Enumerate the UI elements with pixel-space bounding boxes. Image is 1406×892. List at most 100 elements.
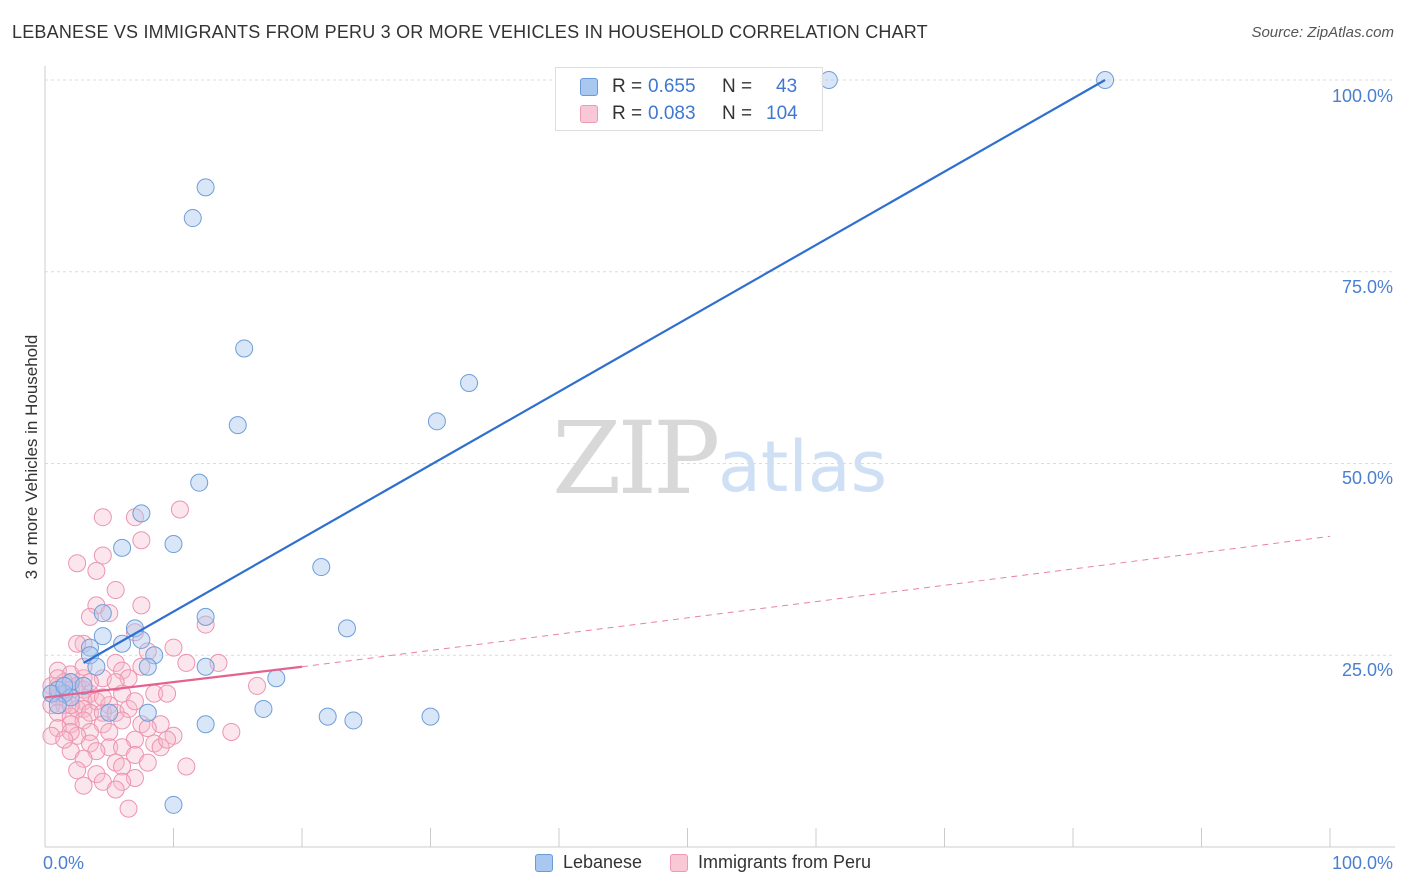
lebanese-point	[100, 703, 119, 722]
peru-point	[74, 749, 93, 768]
peru-trend-extension	[301, 535, 1331, 668]
lebanese-point	[196, 178, 215, 197]
legend-n-label: N =	[722, 76, 753, 97]
peru-point	[222, 722, 241, 741]
peru-point	[74, 776, 93, 795]
peru-point	[106, 673, 125, 692]
lebanese-point	[318, 707, 337, 726]
legend-item-peru[interactable]: Immigrants from Peru	[670, 852, 871, 873]
peru-swatch	[580, 105, 598, 123]
lebanese-point	[183, 209, 202, 228]
peru-point	[113, 661, 132, 680]
peru-point	[177, 757, 196, 776]
legend-r-value: 0.083	[648, 103, 696, 124]
peru-point	[106, 581, 125, 600]
lebanese-point	[74, 676, 93, 695]
peru-point	[113, 772, 132, 791]
peru-swatch	[670, 853, 689, 872]
y-tick-label: 100.0%	[1331, 86, 1393, 106]
stats-legend: R = 0.655 N = 43 R = 0.083 N = 104	[555, 67, 823, 131]
x-tick-label-min: 0.0%	[43, 853, 85, 873]
lebanese-point	[190, 473, 209, 492]
peru-point	[158, 684, 177, 703]
y-tick-label: 75.0%	[1341, 277, 1393, 297]
peru-point	[138, 719, 157, 738]
lebanese-point	[87, 657, 106, 676]
lebanese-swatch	[580, 78, 598, 96]
lebanese-point	[113, 538, 132, 557]
lebanese-point	[427, 412, 446, 431]
peru-point	[74, 657, 93, 676]
legend-r-label: R =	[612, 103, 643, 124]
peru-point	[132, 531, 151, 550]
peru-trend-line	[44, 665, 303, 699]
lebanese-point	[138, 703, 157, 722]
peru-point	[61, 722, 80, 741]
legend-n-value: 43	[776, 76, 798, 97]
series-legend: Lebanese Immigrants from Peru	[0, 852, 1406, 873]
y-tick-label: 25.0%	[1341, 660, 1393, 680]
peru-point	[113, 757, 132, 776]
legend-item-label: Immigrants from Peru	[698, 852, 872, 872]
legend-item-label: Lebanese	[562, 852, 643, 872]
peru-point	[68, 554, 87, 573]
lebanese-point	[55, 676, 74, 695]
legend-r-value: 0.655	[648, 76, 696, 97]
lebanese-point	[196, 607, 215, 626]
legend-n-value: 104	[766, 103, 798, 124]
peru-point	[68, 761, 87, 780]
peru-point	[106, 653, 125, 672]
legend-n-label: N =	[722, 103, 753, 124]
chart-title: LEBANESE VS IMMIGRANTS FROM PERU 3 OR MO…	[12, 22, 928, 42]
peru-point	[100, 722, 119, 741]
peru-point	[170, 500, 189, 519]
peru-point	[87, 561, 106, 580]
peru-point	[196, 615, 215, 634]
lebanese-trend-line	[83, 79, 1106, 664]
lebanese-point	[312, 558, 331, 577]
peru-point	[93, 546, 112, 565]
lebanese-point	[48, 696, 67, 715]
legend-item-lebanese[interactable]: Lebanese	[534, 852, 643, 873]
peru-point	[151, 738, 170, 757]
peru-point	[248, 676, 267, 695]
legend-r-label: R =	[612, 76, 643, 97]
lebanese-point	[93, 604, 112, 623]
lebanese-point	[164, 795, 183, 814]
lebanese-point	[421, 707, 440, 726]
lebanese-point	[132, 504, 151, 523]
x-tick-label-max: 100.0%	[1331, 853, 1393, 873]
peru-point	[106, 780, 125, 799]
peru-point	[93, 688, 112, 707]
lebanese-point	[132, 630, 151, 649]
legend-row-peru: R = 0.083 N = 104	[580, 103, 798, 125]
peru-point	[164, 638, 183, 657]
lebanese-swatch	[534, 853, 553, 872]
y-axis-label: 3 or more Vehicles in Household	[22, 334, 41, 580]
lebanese-point	[337, 619, 356, 638]
watermark-atlas: atlas	[718, 426, 888, 508]
peru-point	[158, 730, 177, 749]
y-tick-label: 50.0%	[1341, 468, 1393, 488]
peru-point	[119, 799, 138, 818]
lebanese-point	[254, 699, 273, 718]
peru-point	[119, 699, 138, 718]
lebanese-point	[235, 339, 254, 358]
peru-point	[177, 653, 196, 672]
peru-point	[61, 696, 80, 715]
peru-point	[138, 753, 157, 772]
peru-point	[93, 508, 112, 527]
lebanese-point	[196, 715, 215, 734]
peru-point	[100, 604, 119, 623]
peru-point	[55, 730, 74, 749]
lebanese-point	[196, 657, 215, 676]
lebanese-point	[138, 657, 157, 676]
peru-point	[132, 657, 151, 676]
peru-point	[132, 596, 151, 615]
peru-point	[100, 696, 119, 715]
peru-point	[80, 734, 99, 753]
lebanese-point	[228, 416, 247, 435]
lebanese-point	[460, 373, 479, 392]
legend-row-lebanese: R = 0.655 N = 43	[580, 76, 797, 98]
